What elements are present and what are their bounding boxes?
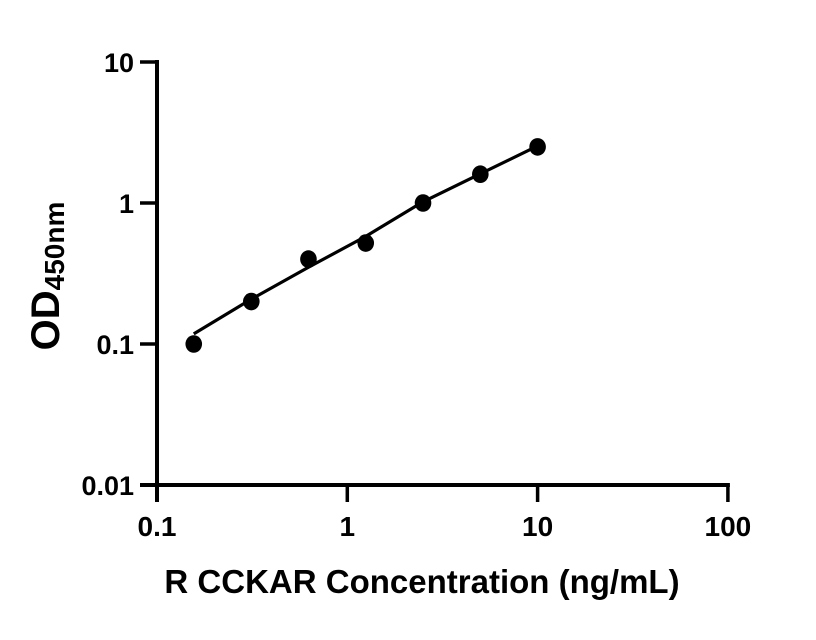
y-tick-label: 1 — [119, 189, 134, 219]
x-tick-label: 10 — [522, 511, 553, 542]
data-point — [414, 194, 432, 212]
data-point — [300, 250, 317, 268]
y-tick-label: 10 — [104, 48, 134, 78]
data-point — [472, 165, 489, 184]
data-point — [357, 234, 375, 252]
data-point — [529, 138, 546, 156]
y-axis-title-main: OD — [24, 290, 68, 351]
x-axis-title: R CCKAR Concentration (ng/mL) — [164, 563, 680, 600]
y-tick-label: 0.01 — [81, 471, 134, 501]
x-tick-label: 0.1 — [138, 511, 177, 542]
data-point — [243, 292, 260, 311]
x-tick-label: 100 — [705, 511, 752, 542]
y-axis-title: OD450nm — [24, 202, 70, 351]
y-tick-label: 0.1 — [96, 330, 134, 360]
x-tick-label: 1 — [340, 511, 356, 542]
data-point — [185, 335, 203, 353]
y-axis-title-subscript: 450nm — [39, 201, 70, 291]
